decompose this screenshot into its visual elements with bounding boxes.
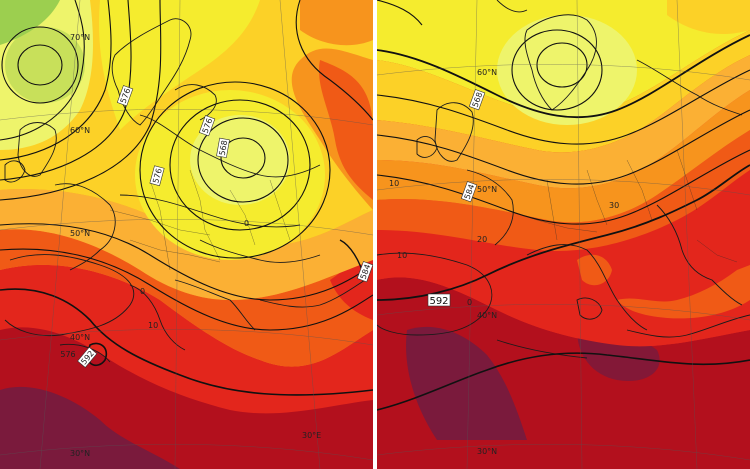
right-grid bbox=[377, 0, 750, 469]
panel-divider bbox=[373, 0, 377, 469]
left-contours bbox=[0, 0, 373, 396]
left-orange-red-belt bbox=[0, 229, 373, 367]
left-light-yellow-core bbox=[190, 115, 290, 205]
svg-text:568: 568 bbox=[218, 140, 230, 157]
grid-label: 50°N bbox=[70, 229, 90, 238]
right-purple-zone bbox=[406, 326, 527, 440]
grid-label: 0 bbox=[244, 219, 249, 228]
contour-label: 568 bbox=[216, 137, 230, 158]
grid-label: 0 bbox=[467, 298, 472, 307]
right-grid-labels: 60°N 50°N 40°N 30°N 30 10 20 10 0 bbox=[389, 68, 619, 456]
svg-text:576: 576 bbox=[60, 350, 75, 359]
right-contour-labels: 568 584 592 bbox=[427, 89, 486, 307]
grid-label: 70°N bbox=[70, 33, 90, 42]
grid-label: 20 bbox=[477, 235, 487, 244]
right-balkan-orange-red bbox=[617, 265, 750, 319]
grid-label: 60°N bbox=[477, 68, 497, 77]
right-italy-orange bbox=[577, 254, 612, 286]
grid-label: 30°E bbox=[302, 431, 321, 440]
left-map-panel: 576 576 576 568 584 576 592 70°N 60°N 50… bbox=[0, 0, 373, 469]
grid-label: 30°N bbox=[70, 449, 90, 458]
svg-text:592: 592 bbox=[429, 296, 448, 307]
right-light-orange bbox=[377, 55, 750, 189]
contour-label: 576 bbox=[149, 165, 165, 187]
contour-label: 568 bbox=[468, 89, 486, 111]
left-borders bbox=[109, 169, 291, 271]
grid-label: 60°N bbox=[70, 126, 90, 135]
grid-label: 30 bbox=[609, 201, 619, 210]
right-light-yellow-core bbox=[497, 15, 637, 125]
grid-label: 10 bbox=[389, 179, 399, 188]
contour-label: 576 bbox=[116, 85, 134, 107]
right-ne-yellow-orange bbox=[667, 0, 750, 35]
contour-label: 584 bbox=[356, 261, 373, 283]
left-green-yellow-nw bbox=[5, 27, 85, 103]
grid-label: 40°N bbox=[477, 311, 497, 320]
left-grid-labels: 70°N 60°N 50°N 40°N 30°N 30°E 0 0 10 bbox=[70, 33, 321, 458]
left-ne-orange bbox=[300, 0, 373, 46]
grid-label: 40°N bbox=[70, 333, 90, 342]
right-map-panel: 568 584 592 60°N 50°N 40°N 30°N 30 10 20… bbox=[377, 0, 750, 469]
left-grid bbox=[0, 0, 373, 469]
grid-label: 10 bbox=[397, 251, 407, 260]
right-nw-yellow bbox=[377, 0, 437, 29]
right-contours bbox=[377, 0, 750, 411]
left-east-orange-red bbox=[318, 60, 373, 200]
right-map: 568 584 592 60°N 50°N 40°N 30°N 30 10 20… bbox=[377, 0, 750, 469]
right-orange-red bbox=[377, 130, 750, 251]
contour-label: 576 bbox=[60, 350, 75, 359]
contour-label: 584 bbox=[460, 181, 478, 203]
left-contour-labels: 576 576 576 568 584 576 592 bbox=[60, 85, 373, 368]
contour-label: 576 bbox=[198, 115, 216, 137]
grid-label: 10 bbox=[148, 321, 158, 330]
left-green-corner bbox=[0, 0, 60, 45]
right-yellow-orange bbox=[377, 30, 750, 153]
left-map: 576 576 576 568 584 576 592 70°N 60°N 50… bbox=[0, 0, 373, 469]
right-coastlines bbox=[377, 0, 750, 359]
contour-label: 592 bbox=[427, 293, 451, 307]
svg-text:576: 576 bbox=[151, 167, 164, 184]
grid-label: 50°N bbox=[477, 185, 497, 194]
grid-label: 30°N bbox=[477, 447, 497, 456]
left-purple-zone bbox=[0, 386, 180, 469]
left-coastlines bbox=[4, 18, 366, 363]
grid-label: 0 bbox=[140, 287, 145, 296]
